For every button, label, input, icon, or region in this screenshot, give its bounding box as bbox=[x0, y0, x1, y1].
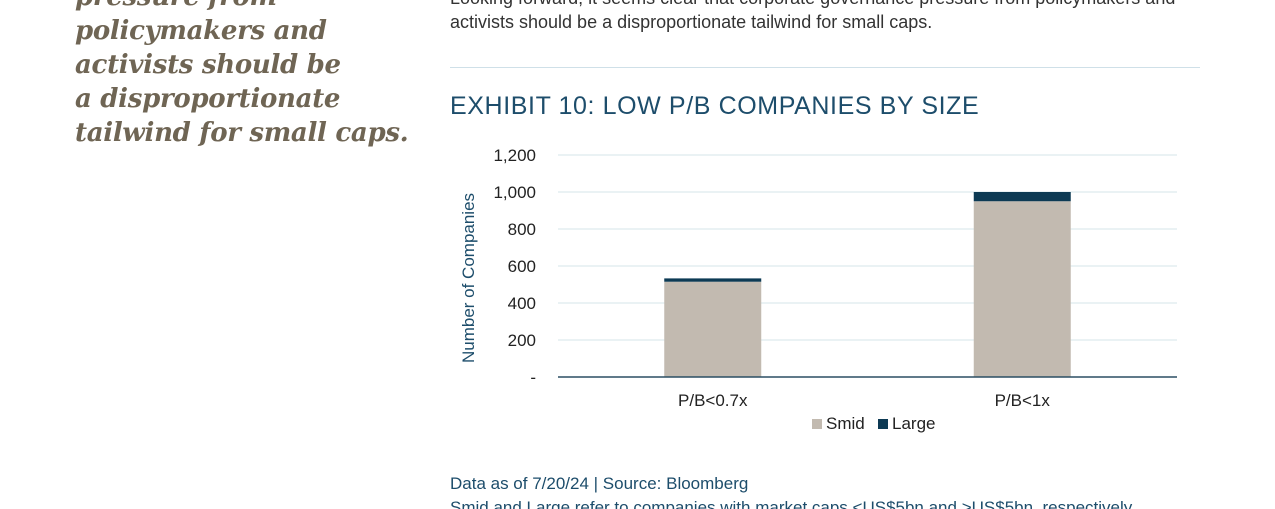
source-note: Data as of 7/20/24 | Source: Bloomberg bbox=[450, 474, 749, 493]
bar-smid-1 bbox=[973, 201, 1071, 377]
intro-line: Looking forward, it seems clear that cor… bbox=[450, 0, 1210, 10]
exhibit-title: EXHIBIT 10: LOW P/B COMPANIES BY SIZE bbox=[450, 92, 980, 120]
bar-smid-0 bbox=[664, 281, 762, 377]
x-axis-ticks: P/B<0.7x P/B<1x bbox=[678, 391, 1050, 410]
y-tick-label: 1,000 bbox=[493, 183, 536, 202]
definition-note: Smid and Large refer to companies with m… bbox=[450, 498, 1136, 509]
y-tick-label: 600 bbox=[508, 257, 536, 276]
pull-quote-line: pressure from bbox=[75, 0, 415, 14]
legend-swatch-large bbox=[878, 419, 888, 429]
chart-bars bbox=[664, 192, 1071, 377]
section-divider bbox=[450, 67, 1200, 68]
legend-label-large: Large bbox=[892, 414, 935, 433]
pull-quote: pressure from policymakers and activists… bbox=[75, 0, 415, 150]
y-tick-label: 400 bbox=[508, 294, 536, 313]
y-tick-label: 1,200 bbox=[493, 146, 536, 165]
bar-large-1 bbox=[973, 192, 1071, 202]
pull-quote-line: activists should be bbox=[75, 50, 341, 80]
pull-quote-line: a disproportionate bbox=[75, 84, 341, 114]
bar-large-0 bbox=[664, 278, 762, 282]
y-axis-ticks: - 200 400 600 800 1,000 1,200 bbox=[493, 146, 536, 387]
intro-line: activists should be a disproportionate t… bbox=[450, 12, 933, 32]
pull-quote-line: policymakers and bbox=[75, 16, 327, 46]
y-tick-label: - bbox=[530, 368, 536, 387]
chart-legend: Smid Large bbox=[812, 414, 935, 433]
x-tick-label: P/B<0.7x bbox=[678, 391, 748, 410]
legend-label-smid: Smid bbox=[826, 414, 865, 433]
legend-swatch-smid bbox=[812, 419, 822, 429]
pull-quote-line: tailwind for small caps. bbox=[75, 118, 409, 148]
stacked-bar-chart: - 200 400 600 800 1,000 1,200 P/B<0.7x P/B<1x N… bbox=[459, 146, 1177, 433]
chart-grid bbox=[558, 154, 1177, 341]
x-tick-label: P/B<1x bbox=[995, 391, 1051, 410]
y-tick-label: 200 bbox=[508, 331, 536, 350]
intro-paragraph: Looking forward, it seems clear that cor… bbox=[450, 0, 1210, 34]
y-tick-label: 800 bbox=[508, 220, 536, 239]
y-axis-label: Number of Companies bbox=[459, 193, 478, 363]
